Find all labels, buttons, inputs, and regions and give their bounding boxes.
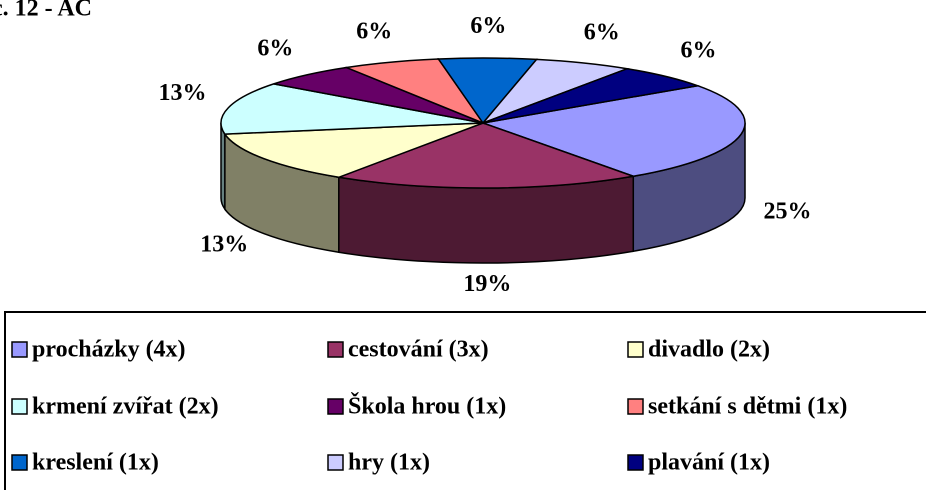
legend-swatch	[627, 341, 644, 358]
legend-label: Škola hrou (1x)	[348, 393, 506, 420]
legend-swatch	[327, 398, 344, 415]
legend-label: divadlo (2x)	[648, 337, 770, 363]
legend-label: setkání s dětmi (1x)	[648, 394, 847, 420]
legend-swatch	[327, 454, 344, 471]
data-label: 6%	[681, 38, 717, 64]
legend-swatch	[627, 454, 644, 471]
legend-label: kreslení (1x)	[32, 450, 159, 476]
legend-swatch	[11, 398, 28, 415]
slice-side	[338, 175, 635, 264]
slice-side	[220, 122, 226, 212]
legend-swatch	[11, 341, 28, 358]
data-label: 19%	[463, 271, 511, 297]
legend-box	[4, 311, 926, 490]
legend-label: hry (1x)	[348, 450, 430, 476]
chart-title: c. 12 - AC	[0, 0, 92, 22]
slice	[335, 122, 637, 189]
data-label: 6%	[470, 13, 506, 39]
slice	[223, 122, 484, 179]
data-label: 6%	[356, 18, 392, 44]
legend-label: krmení zvířat (2x)	[32, 394, 219, 420]
slice	[220, 83, 484, 135]
legend-swatch	[11, 454, 28, 471]
slice	[480, 84, 746, 178]
legend-swatch	[327, 341, 344, 358]
data-label: 6%	[584, 19, 620, 45]
legend-label: plavání (1x)	[648, 450, 770, 476]
data-label: 13%	[200, 232, 248, 258]
legend-swatch	[627, 398, 644, 415]
data-label: 13%	[159, 80, 207, 106]
legend-label: cestování (3x)	[348, 337, 489, 363]
data-label: 25%	[763, 199, 811, 225]
data-label: 6%	[257, 35, 293, 61]
legend-label: procházky (4x)	[32, 337, 186, 363]
slice	[482, 67, 701, 124]
